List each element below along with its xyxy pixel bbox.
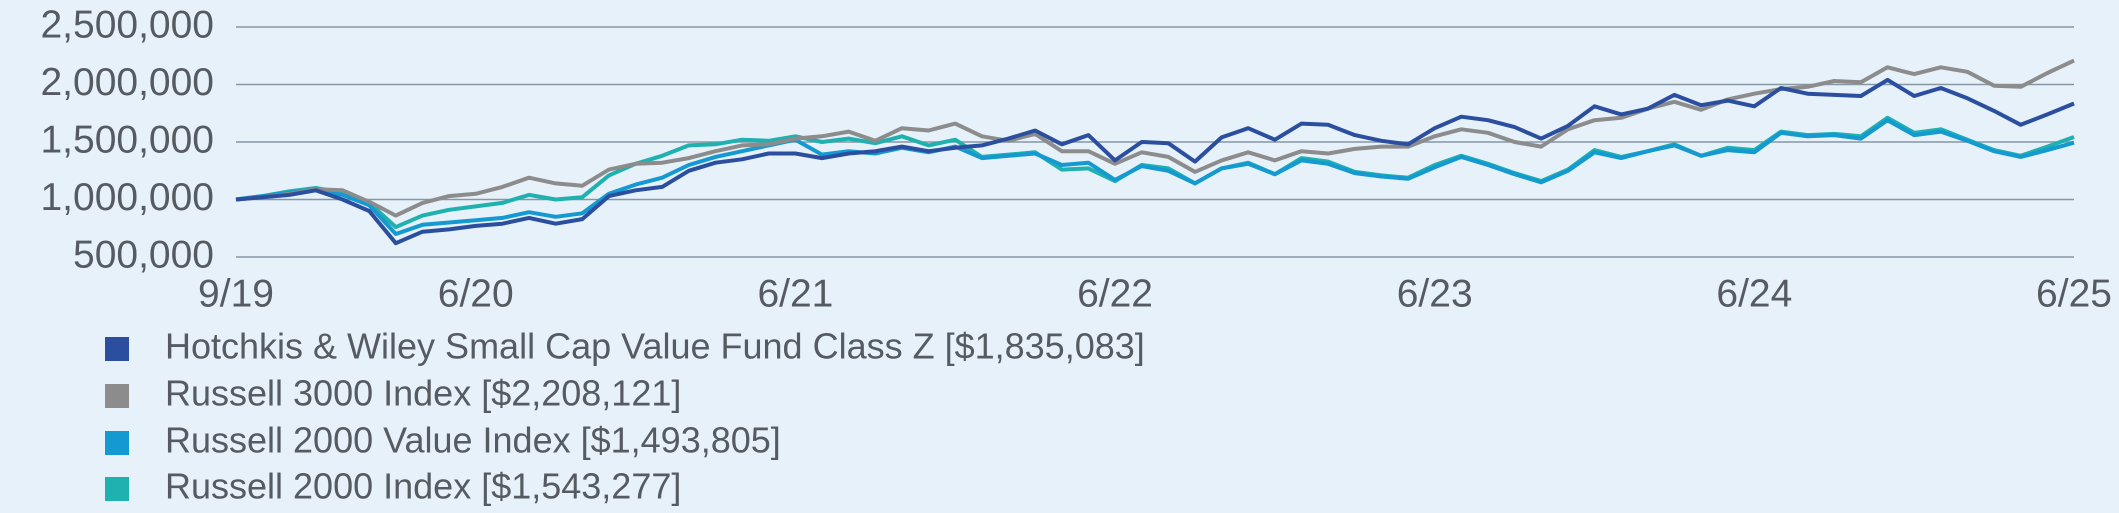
legend-label: Russell 3000 Index [$2,208,121]: [165, 373, 681, 414]
series-line: [235, 118, 2075, 236]
legend-label: Russell 2000 Index [$1,543,277]: [165, 466, 681, 507]
x-tick-label: 6/23: [1397, 272, 1473, 315]
y-tick-label: 2,500,000: [40, 3, 214, 46]
x-tick-label: 9/19: [198, 272, 274, 315]
legend-swatch: [105, 337, 129, 361]
y-tick-label: 1,000,000: [40, 176, 214, 219]
x-tick-label: 6/21: [757, 272, 833, 315]
legend-label: Hotchkis & Wiley Small Cap Value Fund Cl…: [165, 326, 1145, 367]
legend-swatch: [105, 477, 129, 501]
x-tick-label: 6/24: [1716, 272, 1792, 315]
legend-swatch: [105, 384, 129, 408]
series-line: [235, 58, 2075, 218]
y-tick-label: 1,500,000: [40, 118, 214, 161]
x-tick-label: 6/22: [1077, 272, 1153, 315]
legend-swatch: [105, 431, 129, 455]
legend-label: Russell 2000 Value Index [$1,493,805]: [165, 420, 781, 461]
y-tick-label: 2,000,000: [40, 61, 214, 104]
x-tick-label: 6/25: [2036, 272, 2112, 315]
y-tick-label: 500,000: [73, 233, 214, 276]
x-tick-label: 6/20: [438, 272, 514, 315]
series-line: [235, 77, 2075, 246]
